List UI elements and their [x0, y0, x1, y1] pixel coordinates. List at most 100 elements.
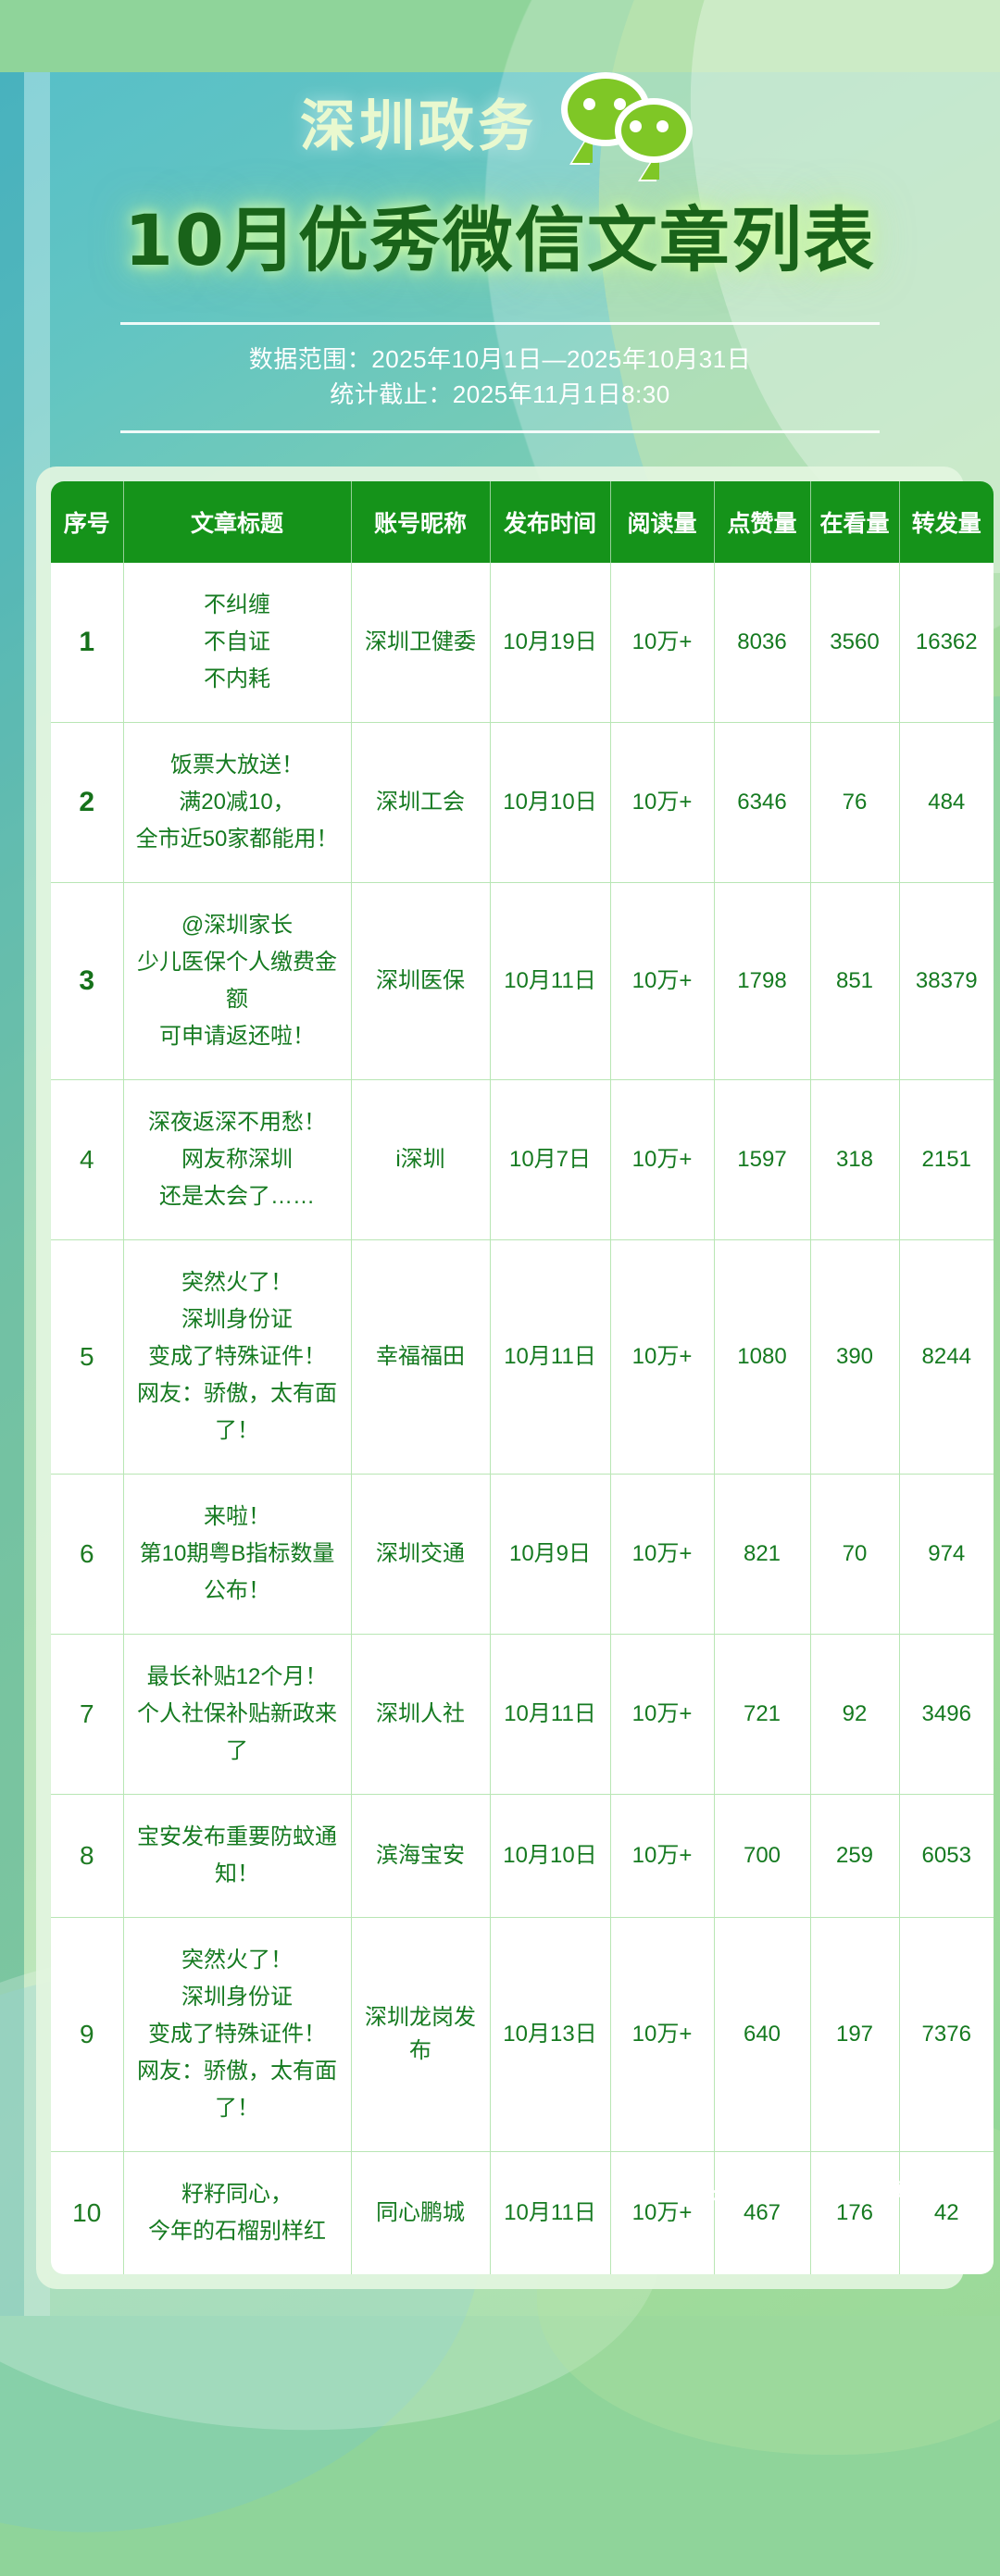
- cell-account: 滨海宝安: [351, 1794, 491, 1918]
- cell-title: 深夜返深不用愁！ 网友称深圳 还是太会了……: [123, 1079, 352, 1240]
- article-table: 序号 文章标题 账号昵称 发布时间 阅读量 点赞量 在看量 转发量 1 不纠缠 不自…: [51, 481, 994, 2274]
- cell-date: 10月11日: [490, 882, 611, 1080]
- cell-likes: 1597: [714, 1079, 811, 1240]
- cell-rank: 3: [51, 882, 124, 1080]
- cell-reads: 10万+: [610, 1474, 715, 1635]
- wechat-eye-2: [614, 98, 626, 110]
- cell-reads: 10万+: [610, 563, 715, 723]
- cell-account: 深圳交通: [351, 1474, 491, 1635]
- cell-title: 突然火了！ 深圳身份证 变成了特殊证件！ 网友：骄傲，太有面了！: [123, 1917, 352, 2152]
- cell-title: 不纠缠 不自证 不内耗: [123, 563, 352, 723]
- cell-reads: 10万+: [610, 1917, 715, 2152]
- cell-title: 籽籽同心， 今年的石榴别样红: [123, 2151, 352, 2274]
- cell-account: i深圳: [351, 1079, 491, 1240]
- cell-likes: 700: [714, 1794, 811, 1918]
- cell-reads: 10万+: [610, 1079, 715, 1240]
- cell-shares: 2151: [899, 1079, 994, 1240]
- brand-row: 深圳政务: [0, 72, 1000, 180]
- cell-title: 突然火了！ 深圳身份证 变成了特殊证件！ 网友：骄傲，太有面了！: [123, 1239, 352, 1475]
- cell-rank: 8: [51, 1794, 124, 1918]
- cell-watching: 259: [810, 1794, 900, 1918]
- wechat-eye-1: [583, 98, 595, 110]
- cell-shares: 974: [899, 1474, 994, 1635]
- cell-likes: 640: [714, 1917, 811, 2152]
- column-header-shares: 转发量: [899, 481, 994, 563]
- wechat-eye-4: [656, 120, 669, 132]
- cell-title: 饭票大放送！ 满20减10， 全市近50家都能用！: [123, 722, 352, 883]
- cell-watching: 176: [810, 2151, 900, 2274]
- column-header-title: 文章标题: [123, 481, 352, 563]
- cell-likes: 467: [714, 2151, 811, 2274]
- column-header-date: 发布时间: [490, 481, 611, 563]
- cell-rank: 5: [51, 1239, 124, 1475]
- cell-likes: 1080: [714, 1239, 811, 1475]
- cell-watching: 76: [810, 722, 900, 883]
- cell-date: 10月19日: [490, 563, 611, 723]
- cell-watching: 851: [810, 882, 900, 1080]
- cell-date: 10月13日: [490, 1917, 611, 2152]
- column-header-watching: 在看量: [810, 481, 900, 563]
- cell-reads: 10万+: [610, 1794, 715, 1918]
- cell-date: 10月10日: [490, 1794, 611, 1918]
- table-card: 序号 文章标题 账号昵称 发布时间 阅读量 点赞量 在看量 转发量 1 不纠缠 不自…: [36, 467, 994, 2289]
- table-head: 序号 文章标题 账号昵称 发布时间 阅读量 点赞量 在看量 转发量: [51, 481, 994, 563]
- background-left-strip-teal: [0, 72, 24, 2316]
- footer-credit: 出品单位 | 深圳新闻网: [681, 2177, 941, 2205]
- cell-title: 来啦！ 第10期粤B指标数量公布！: [123, 1474, 352, 1635]
- cell-shares: 38379: [899, 882, 994, 1080]
- cell-shares: 3496: [899, 1634, 994, 1795]
- brand-title: 深圳政务: [300, 93, 537, 159]
- cell-watching: 70: [810, 1474, 900, 1635]
- meta-data-cutoff: 统计截止：2025年11月1日8:30: [330, 380, 670, 408]
- cell-account: 深圳龙岗发布: [351, 1917, 491, 2152]
- cell-shares: 484: [899, 722, 994, 883]
- table-row: 10 籽籽同心， 今年的石榴别样红 同心鹏城 10月11日 10万+ 467 176 42: [51, 2151, 994, 2274]
- cell-account: 深圳人社: [351, 1634, 491, 1795]
- table-row: 5 突然火了！ 深圳身份证 变成了特殊证件！ 网友：骄傲，太有面了！ 幸福福田 10月11日…: [51, 1239, 994, 1475]
- table-row: 9 突然火了！ 深圳身份证 变成了特殊证件！ 网友：骄傲，太有面了！ 深圳龙岗发布 10月1…: [51, 1917, 994, 2152]
- cell-date: 10月11日: [490, 1634, 611, 1795]
- cell-likes: 8036: [714, 563, 811, 723]
- cell-watching: 92: [810, 1634, 900, 1795]
- cell-rank: 6: [51, 1474, 124, 1635]
- column-header-rank: 序号: [51, 481, 124, 563]
- table-row: 1 不纠缠 不自证 不内耗 深圳卫健委 10月19日 10万+ 8036 3560 16362: [51, 563, 994, 723]
- table-body: 1 不纠缠 不自证 不内耗 深圳卫健委 10月19日 10万+ 8036 3560 16362 2 饭…: [51, 563, 994, 2274]
- cell-likes: 1798: [714, 882, 811, 1080]
- cell-reads: 10万+: [610, 1634, 715, 1795]
- wechat-eye-3: [630, 120, 642, 132]
- column-header-likes: 点赞量: [714, 481, 811, 563]
- table-row: 3 @深圳家长 少儿医保个人缴费金额 可申请返还啦！ 深圳医保 10月11日 10万+ 179…: [51, 882, 994, 1080]
- cell-account: 深圳医保: [351, 882, 491, 1080]
- cell-rank: 1: [51, 563, 124, 723]
- cell-date: 10月10日: [490, 722, 611, 883]
- cell-rank: 10: [51, 2151, 124, 2274]
- cell-account: 深圳工会: [351, 722, 491, 883]
- cell-reads: 10万+: [610, 722, 715, 883]
- table-row: 7 最长补贴12个月！ 个人社保补贴新政来了 深圳人社 10月11日 10万+ 721 92 3…: [51, 1634, 994, 1795]
- cell-shares: 8244: [899, 1239, 994, 1475]
- cell-likes: 721: [714, 1634, 811, 1795]
- cell-rank: 9: [51, 1917, 124, 2152]
- cell-watching: 390: [810, 1239, 900, 1475]
- cell-rank: 4: [51, 1079, 124, 1240]
- cell-account: 同心鹏城: [351, 2151, 491, 2274]
- cell-title: 宝安发布重要防蚊通知！: [123, 1794, 352, 1918]
- cell-date: 10月11日: [490, 1239, 611, 1475]
- cell-title: 最长补贴12个月！ 个人社保补贴新政来了: [123, 1634, 352, 1795]
- cell-date: 10月7日: [490, 1079, 611, 1240]
- wechat-logo-icon: [561, 72, 700, 180]
- table-row: 2 饭票大放送！ 满20减10， 全市近50家都能用！ 深圳工会 10月10日 10万+ 63…: [51, 722, 994, 883]
- cell-shares: 16362: [899, 563, 994, 723]
- poster-header: 深圳政务 10月优秀微信文章列表 数据范围：2025年10月1日—2025年10…: [0, 72, 1000, 433]
- cell-account: 幸福福田: [351, 1239, 491, 1475]
- cell-watching: 197: [810, 1917, 900, 2152]
- cell-rank: 2: [51, 722, 124, 883]
- meta-block: 数据范围：2025年10月1日—2025年10月31日 统计截止：2025年11…: [120, 322, 880, 433]
- cell-date: 10月11日: [490, 2151, 611, 2274]
- wechat-bubble-front: [615, 98, 693, 163]
- column-header-reads: 阅读量: [610, 481, 715, 563]
- cell-reads: 10万+: [610, 882, 715, 1080]
- table-header-row: 序号 文章标题 账号昵称 发布时间 阅读量 点赞量 在看量 转发量: [51, 481, 994, 563]
- cell-rank: 7: [51, 1634, 124, 1795]
